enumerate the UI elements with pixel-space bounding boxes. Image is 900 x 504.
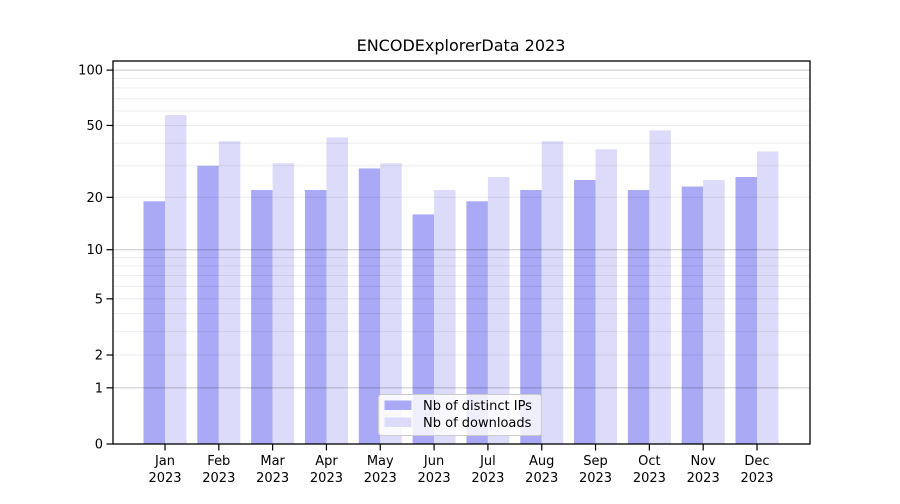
bar-downloads-aug [541, 141, 564, 444]
y-tick-label: 10 [86, 243, 103, 258]
x-tick-label: Aug 2023 [525, 454, 558, 486]
x-tick-label: Oct 2023 [633, 454, 666, 486]
x-tick-label: Nov 2023 [687, 454, 720, 486]
legend: Nb of distinct IPs Nb of downloads [378, 394, 542, 436]
x-tick-label: Mar 2023 [256, 454, 289, 486]
bar-distinct-ips-jan [143, 201, 165, 444]
bar-downloads-jan [165, 115, 187, 444]
bar-distinct-ips-dec [735, 176, 758, 444]
legend-swatch-downloads-icon [384, 417, 412, 427]
y-axis-labels: 0 1 2 5 10 20 50 100 [78, 64, 103, 453]
ticks-group [106, 69, 758, 451]
bar-downloads-mar [272, 163, 295, 444]
x-axis-labels: Jan 2023 Feb 2023 Mar 2023 Apr 2023 May 2023 Jun 20… [148, 454, 773, 486]
y-tick-label: 2 [95, 348, 103, 363]
x-tick-label: Sep 2023 [579, 454, 612, 486]
bar-distinct-ips-feb [197, 165, 219, 444]
bar-downloads-sep [595, 149, 618, 445]
y-tick-label: 0 [95, 438, 103, 453]
x-tick-label: Dec 2023 [740, 454, 773, 486]
y-tick-label: 50 [86, 119, 103, 134]
legend-swatch-distinct-ips-icon [384, 400, 412, 410]
legend-box [378, 394, 542, 436]
bar-downloads-nov [703, 180, 725, 444]
bar-distinct-ips-nov [681, 186, 704, 444]
gridlines-group [113, 69, 810, 389]
bars-group [143, 115, 779, 445]
bar-distinct-ips-jul [466, 201, 488, 444]
y-tick-label: 20 [86, 191, 103, 206]
y-tick-label: 1 [95, 381, 103, 396]
bar-distinct-ips-aug [520, 189, 542, 444]
bar-downloads-feb [218, 141, 241, 444]
bar-distinct-ips-may [358, 168, 381, 444]
x-tick-label: May 2023 [364, 454, 397, 486]
bar-downloads-apr [326, 137, 348, 444]
bar-distinct-ips-jun [412, 214, 435, 444]
x-tick-label: Apr 2023 [310, 454, 343, 486]
legend-label-distinct-ips: Nb of distinct IPs [423, 399, 532, 414]
x-tick-label: Jun 2023 [418, 454, 451, 486]
chart-title: ENCODExplorerData 2023 [357, 36, 566, 55]
x-tick-label: Jul 2023 [471, 454, 504, 486]
y-tick-label: 100 [78, 64, 103, 79]
bar-distinct-ips-mar [251, 189, 273, 444]
y-tick-label: 5 [95, 292, 103, 307]
bar-downloads-oct [649, 130, 671, 444]
bar-downloads-jun [434, 189, 456, 444]
x-tick-label: Jan 2023 [148, 454, 181, 486]
legend-label-downloads: Nb of downloads [423, 416, 532, 431]
bar-downloads-jul [487, 176, 510, 444]
x-tick-label: Feb 2023 [202, 454, 235, 486]
bar-downloads-may [380, 163, 402, 444]
bar-downloads-dec [757, 151, 779, 445]
bar-distinct-ips-apr [304, 189, 327, 444]
bar-distinct-ips-oct [627, 189, 650, 444]
plot-border [112, 60, 811, 445]
bar-distinct-ips-sep [574, 180, 596, 444]
